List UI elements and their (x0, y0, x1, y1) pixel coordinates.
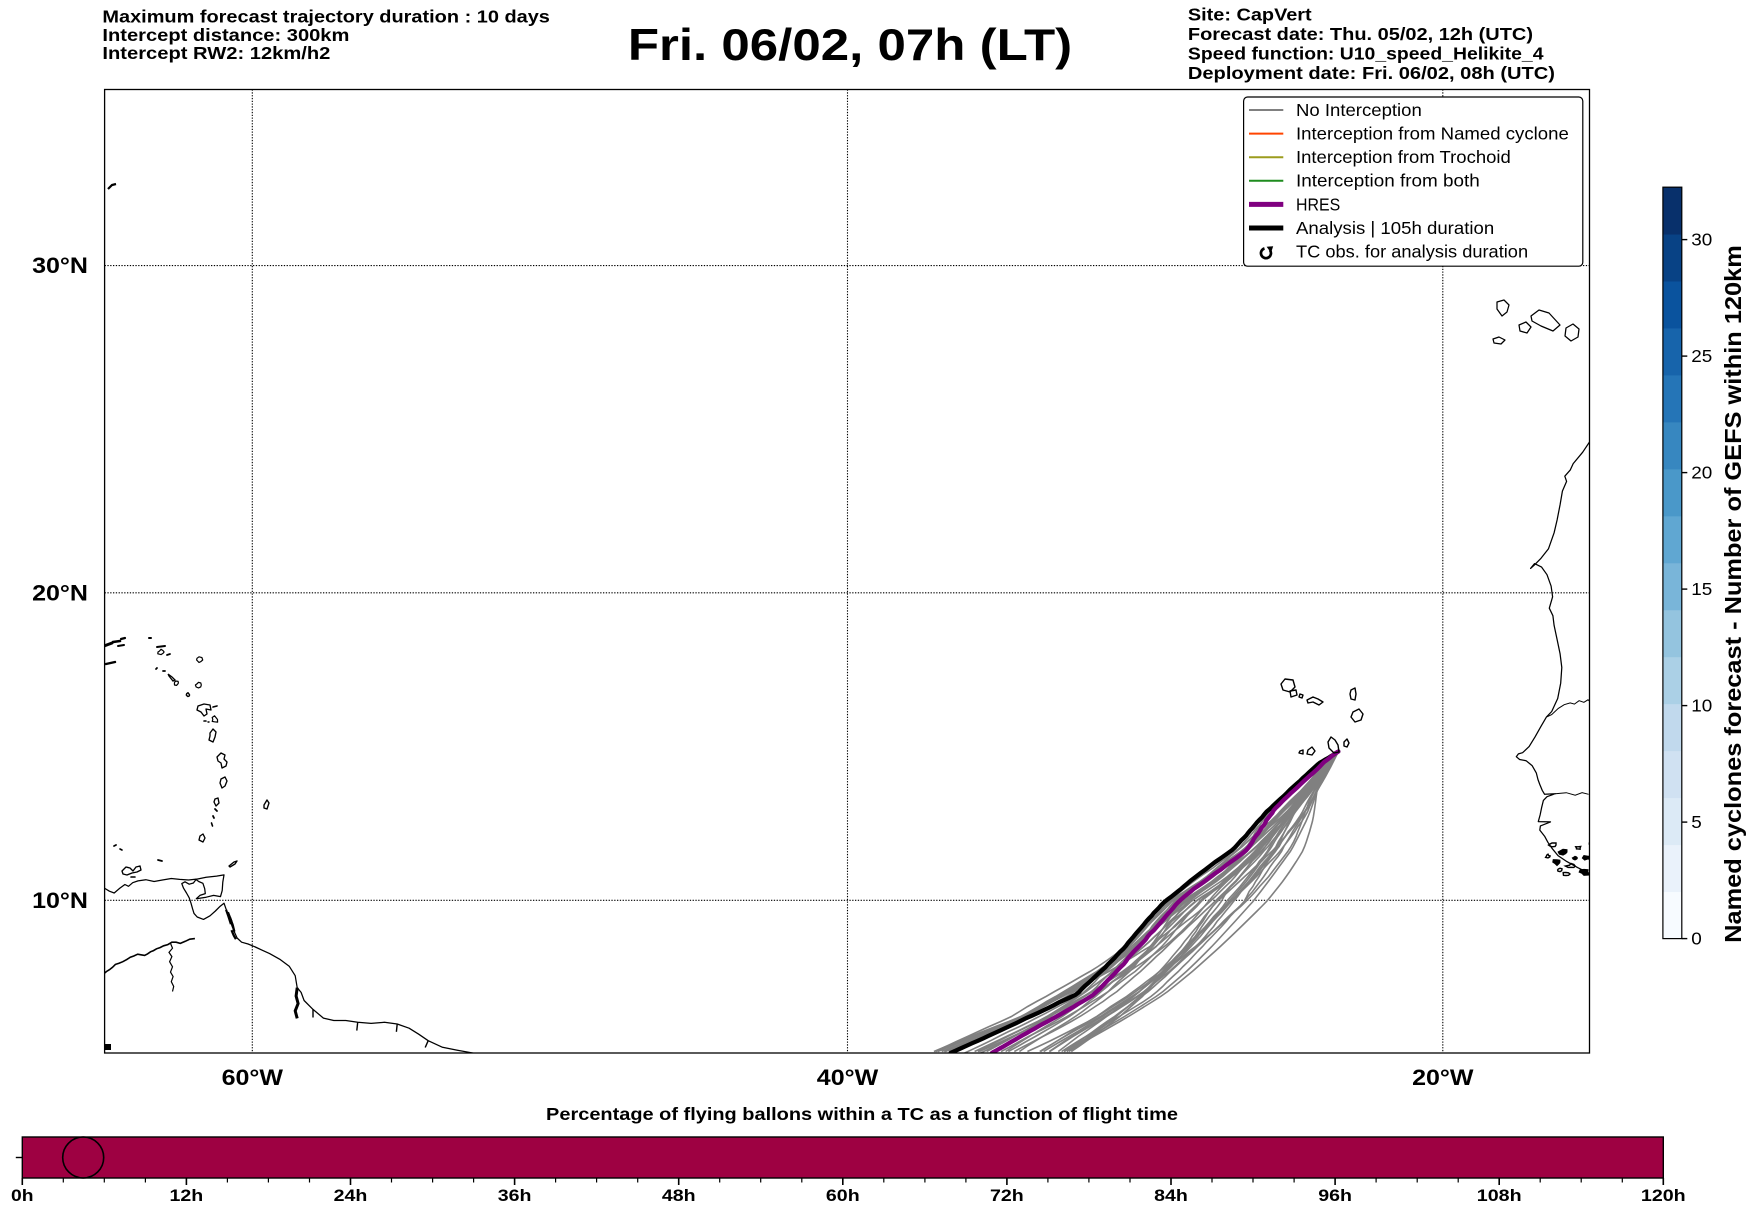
svg-text:Percentage of flying ballons w: Percentage of flying ballons within a TC… (546, 1104, 1178, 1124)
svg-text:30°N: 30°N (32, 253, 88, 278)
svg-text:0h: 0h (11, 1186, 34, 1205)
svg-text:10: 10 (1691, 696, 1712, 716)
svg-text:Forecast date: Thu. 05/02, 12h: Forecast date: Thu. 05/02, 12h (UTC) (1188, 24, 1533, 44)
svg-text:Intercept distance: 300km: Intercept distance: 300km (102, 25, 349, 45)
svg-text:Named cyclones forecast - Numb: Named cyclones forecast - Number of GEFS… (1720, 245, 1746, 943)
svg-text:120h: 120h (1641, 1186, 1686, 1205)
svg-text:HRES: HRES (1296, 194, 1340, 214)
svg-text:5: 5 (1691, 812, 1702, 832)
svg-text:10°N: 10°N (32, 888, 88, 913)
svg-text:84h: 84h (1154, 1186, 1188, 1205)
svg-text:Speed function: U10_speed_Heli: Speed function: U10_speed_Helikite_4 (1188, 43, 1544, 63)
svg-text:No Interception: No Interception (1296, 100, 1422, 120)
svg-text:0: 0 (1691, 929, 1702, 949)
svg-text:60h: 60h (826, 1186, 860, 1205)
svg-text:20: 20 (1691, 463, 1712, 483)
svg-text:25: 25 (1691, 346, 1712, 366)
svg-text:15: 15 (1691, 579, 1712, 599)
svg-text:Intercept RW2: 12km/h2: Intercept RW2: 12km/h2 (102, 43, 330, 63)
svg-text:60°W: 60°W (222, 1065, 284, 1090)
svg-text:96h: 96h (1318, 1186, 1352, 1205)
svg-text:Deployment date: Fri. 06/02, 0: Deployment date: Fri. 06/02, 08h (UTC) (1188, 63, 1555, 83)
svg-text:12h: 12h (170, 1186, 204, 1205)
svg-text:Maximum forecast trajectory du: Maximum forecast trajectory duration : 1… (102, 6, 550, 26)
svg-text:24h: 24h (334, 1186, 368, 1205)
svg-text:Site: CapVert: Site: CapVert (1188, 4, 1312, 24)
svg-text:48h: 48h (662, 1186, 696, 1205)
svg-text:20°W: 20°W (1412, 1065, 1474, 1090)
svg-text:TC obs. for analysis duration: TC obs. for analysis duration (1296, 242, 1528, 262)
svg-text:30: 30 (1691, 230, 1712, 250)
svg-text:Interception from Named cyclon: Interception from Named cyclone (1296, 124, 1569, 144)
svg-text:Analysis | 105h duration: Analysis | 105h duration (1296, 218, 1494, 238)
svg-text:Interception from both: Interception from both (1296, 171, 1480, 191)
svg-text:36h: 36h (498, 1186, 532, 1205)
svg-text:40°W: 40°W (817, 1065, 879, 1090)
svg-text:Interception from Trochoid: Interception from Trochoid (1296, 147, 1511, 167)
svg-text:Fri. 06/02, 07h (LT): Fri. 06/02, 07h (LT) (628, 21, 1072, 70)
svg-text:20°N: 20°N (32, 580, 88, 605)
svg-text:108h: 108h (1477, 1186, 1522, 1205)
svg-text:72h: 72h (990, 1186, 1024, 1205)
